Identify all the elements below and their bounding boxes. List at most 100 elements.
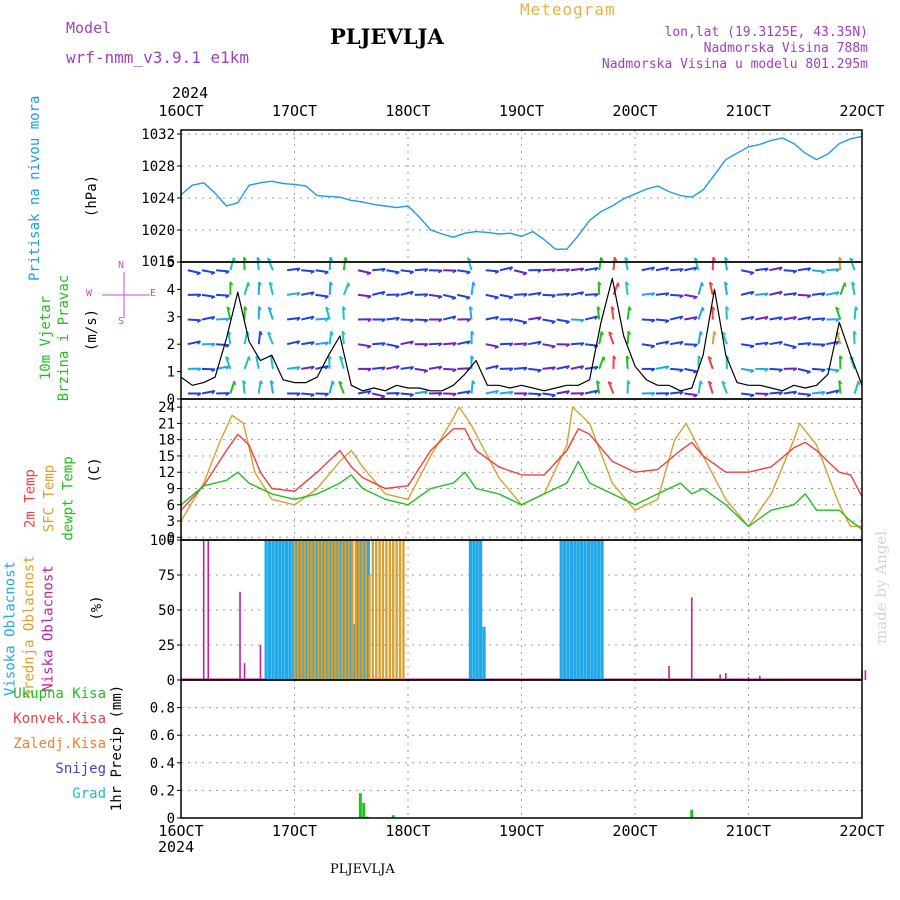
wind-arrow-head [665, 341, 670, 345]
cloud-bar [344, 540, 347, 680]
wind-arrow-head [324, 317, 329, 322]
y-tick-label: 1 [167, 365, 175, 381]
wind-arrow [783, 343, 797, 349]
wind-arrow [624, 281, 629, 296]
wind-arrow-head [438, 318, 443, 323]
wind-arrow-head [724, 281, 729, 286]
wind-arrow [328, 380, 334, 394]
wind-arrow [428, 293, 443, 298]
wind-arrow [499, 293, 513, 299]
cloud-bar [323, 540, 327, 680]
wind-arrow-head [523, 367, 528, 371]
wind-arrow-head [792, 270, 798, 274]
wind-arrow-head [693, 394, 698, 398]
cloud-bar [271, 540, 275, 680]
wind-arrow [301, 269, 315, 273]
wind-arrow-head [821, 391, 826, 396]
wind-arrow [755, 292, 769, 296]
wind-arrow-head [764, 316, 769, 321]
x-tick-label-bottom: 18OCT [385, 822, 430, 840]
wind-arrow-head [233, 257, 236, 262]
wind-arrow [414, 390, 428, 395]
wind-arrow-head [494, 296, 499, 300]
wind-arrow [697, 380, 702, 394]
cloud-bar [303, 540, 306, 680]
wind-arrow [225, 356, 232, 370]
cloud-bar [398, 540, 402, 680]
wind-arrow-head [624, 256, 629, 261]
wind-arrow-head [580, 365, 585, 370]
cloud-bar [317, 540, 320, 680]
wind-arrow-head [381, 291, 386, 296]
wind-arrow-head [665, 320, 670, 324]
wind-arrow [684, 293, 698, 299]
cloud-bar [479, 540, 483, 680]
station-title: PLJEVLJA [330, 24, 444, 49]
y-tick-label-clipped: 1016 [141, 254, 175, 270]
cloud-bar [264, 540, 268, 680]
wind-arrow-head [244, 306, 248, 311]
wind-arrow [607, 381, 615, 394]
wind-arrow [528, 392, 542, 396]
wind-arrow-head [509, 342, 514, 347]
wind-arrow [229, 380, 236, 394]
wind-arrow-head [267, 257, 272, 262]
wind-arrow [542, 318, 556, 323]
wind-arrow-head [665, 267, 670, 272]
wind-arrow [485, 364, 499, 370]
wind-arrow [528, 367, 542, 372]
cloud-bar [385, 540, 388, 680]
wind-arrow-head [821, 317, 826, 322]
wind-arrow [513, 318, 528, 324]
wind-arrow-head [472, 281, 476, 286]
wind-arrow-head [665, 392, 670, 397]
wind-arrow [797, 392, 811, 396]
pressure-panel [180, 135, 863, 250]
wind-arrow-head [626, 355, 630, 360]
wind-arrow-head [424, 390, 429, 395]
wind-arrow [301, 365, 315, 370]
wind-arrow [229, 257, 235, 271]
wind-arrow [216, 317, 230, 321]
cloud-bar [278, 540, 282, 680]
wind-arrow [707, 380, 714, 394]
wind-arrow [187, 269, 201, 275]
wind-arrow [187, 340, 201, 346]
compass-icon [102, 272, 150, 318]
cloud-bar [392, 540, 395, 680]
wind-arrow-head [764, 342, 769, 346]
wind-arrow-head [523, 342, 528, 347]
wind-arrow-head [793, 292, 798, 297]
wind-arrow [570, 267, 584, 272]
footer-station: PLJEVLJA [330, 862, 395, 877]
wind-arrow [597, 281, 601, 295]
wind-arrow-head [551, 345, 556, 349]
wind-arrow-head [225, 344, 230, 348]
wind-arrow [826, 367, 840, 372]
wind-arrow [851, 281, 856, 296]
wind-arrow [301, 291, 315, 296]
wind-arrow [514, 366, 528, 370]
wind-arrow-head [725, 306, 730, 311]
wind-arrow-head [566, 365, 570, 370]
wind-arrow-head [679, 391, 684, 396]
wind-arrow-head [270, 380, 275, 385]
x-tick-label-bottom: 16OCT [158, 822, 203, 840]
wind-arrow [556, 292, 570, 296]
frame-precip [180, 679, 863, 819]
wind-arrow-head [750, 316, 755, 321]
wind-arrow-head [594, 267, 599, 272]
wind-arrow-head [807, 267, 812, 272]
wind-arrow [684, 343, 698, 346]
wind-arrow-head [466, 390, 471, 395]
wind-arrow-head [707, 355, 713, 360]
wind-arrow [641, 318, 655, 322]
wind-arrow [226, 306, 232, 320]
wind-arrow [499, 390, 513, 395]
wind-arrow [201, 293, 216, 298]
wind-arrow [457, 293, 471, 299]
cloud-bar [207, 540, 210, 680]
wind-arrow-head [410, 291, 414, 296]
wind-arrow [811, 367, 826, 371]
wind-arrow [740, 269, 755, 274]
